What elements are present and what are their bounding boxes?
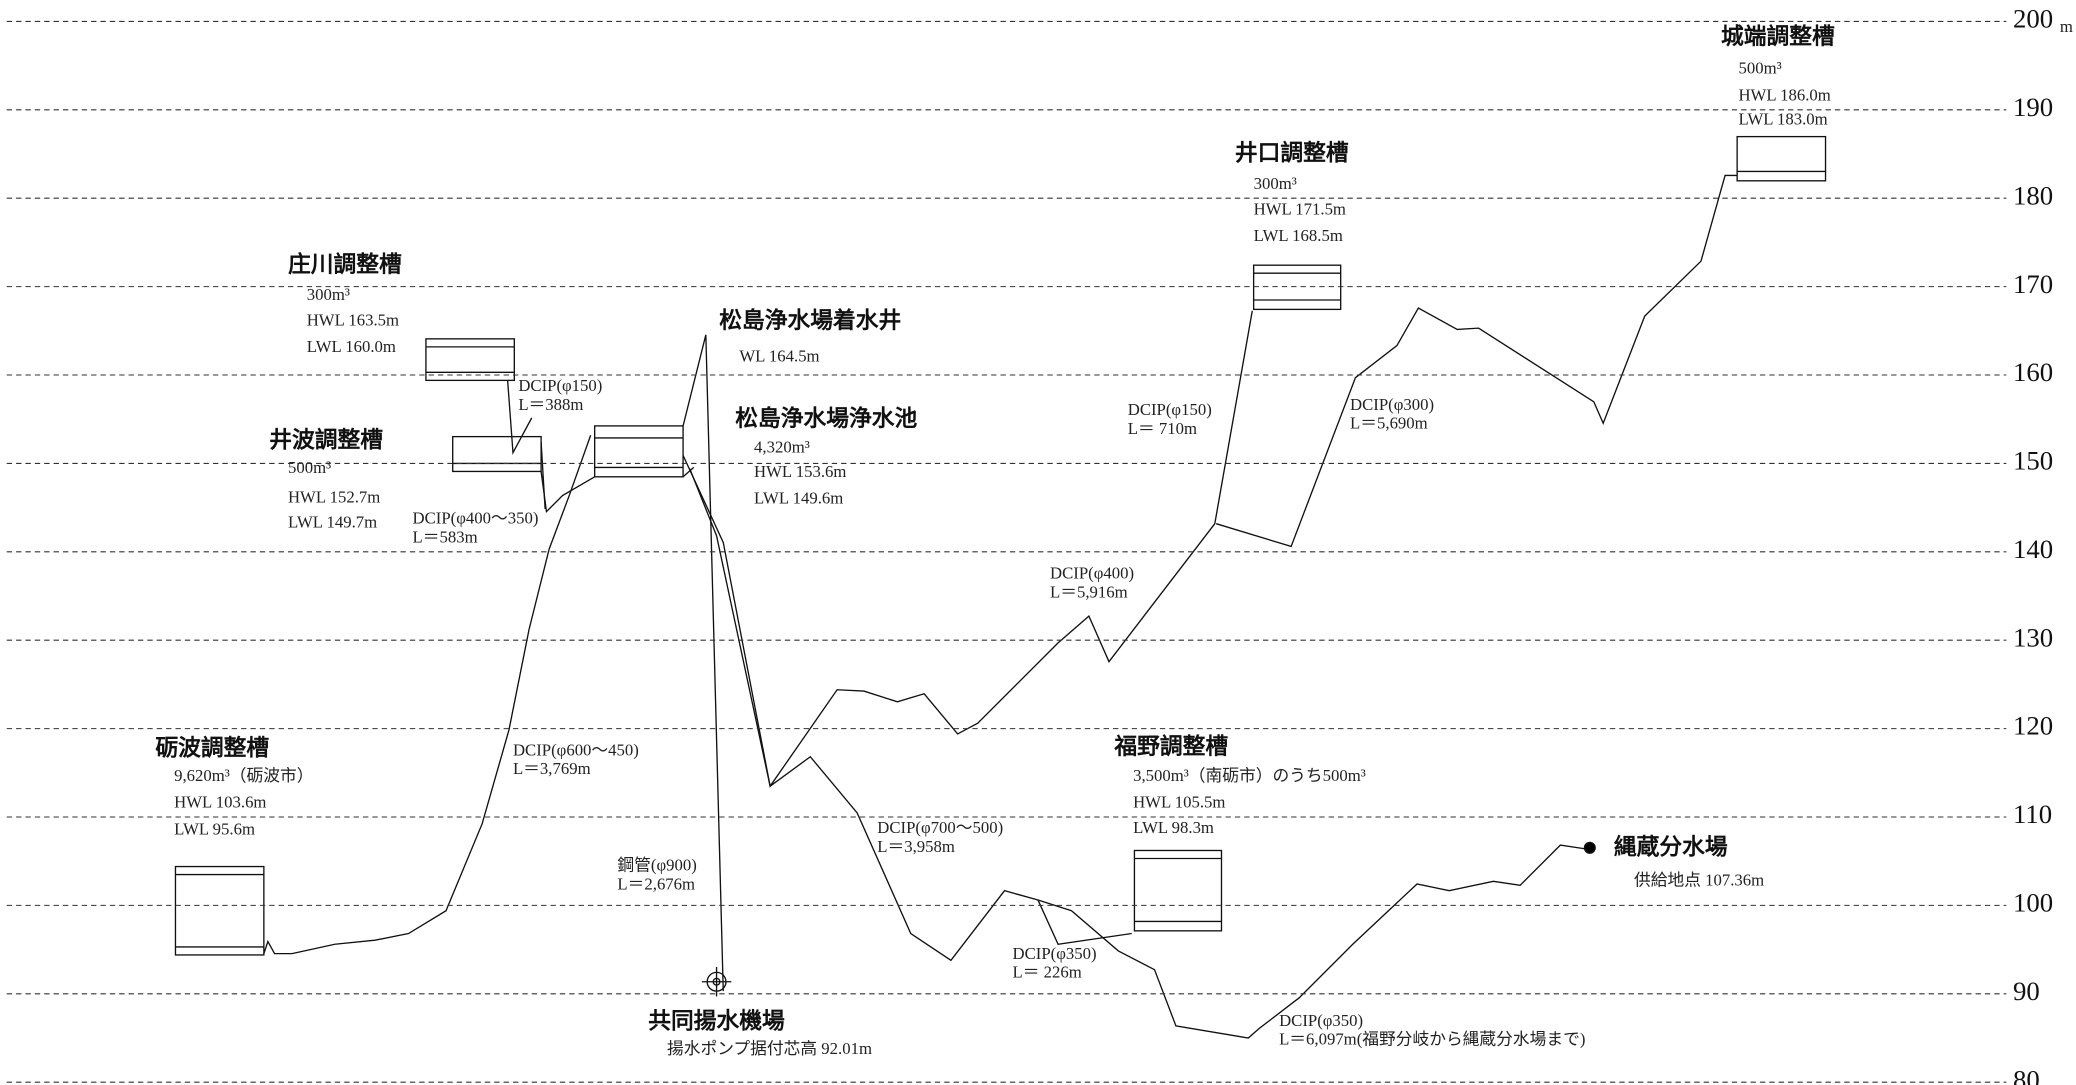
facility-name: 松島浄水場浄水池 bbox=[735, 405, 917, 432]
facility-detail: LWL 160.0m bbox=[307, 337, 396, 356]
facility-detail: LWL 98.3m bbox=[1133, 818, 1214, 837]
pipe-label: 鋼管(φ900) bbox=[617, 856, 696, 875]
pipe-label: DCIP(φ700～500) bbox=[877, 818, 1003, 837]
facility-detail: LWL 149.7m bbox=[288, 513, 377, 532]
pipe-label: DCIP(φ400) bbox=[1050, 564, 1134, 583]
pipe-label: DCIP(φ350) bbox=[1279, 1011, 1363, 1030]
facility-detail: 500m³ bbox=[1738, 59, 1781, 78]
facility-name: 共同揚水機場 bbox=[648, 1008, 785, 1035]
y-tick-label: 190 bbox=[2013, 92, 2053, 122]
facility-detail: 揚水ポンプ据付芯高 92.01m bbox=[667, 1039, 872, 1058]
y-tick-label: 110 bbox=[2013, 799, 2052, 829]
pipe-label: L＝2,676m bbox=[617, 874, 695, 893]
facility-detail: HWL 186.0m bbox=[1738, 85, 1830, 104]
facility-detail: 供給地点 107.36m bbox=[1634, 870, 1764, 889]
facility-detail: 9,620m³（砺波市） bbox=[174, 766, 313, 785]
pipe-label: DCIP(φ400～350) bbox=[413, 509, 539, 528]
pipe-label: DCIP(φ150) bbox=[518, 376, 602, 395]
facility-detail: 3,500m³（南砺市）のうち500m³ bbox=[1133, 766, 1366, 785]
facility-detail: LWL 183.0m bbox=[1738, 110, 1827, 129]
y-tick-label: 170 bbox=[2013, 269, 2053, 299]
y-tick-label: 130 bbox=[2013, 622, 2053, 652]
y-tick-label: 90 bbox=[2013, 976, 2040, 1006]
facility-name: 松島浄水場着水井 bbox=[719, 307, 901, 334]
facility-name: 砺波調整槽 bbox=[155, 734, 269, 761]
facility-detail: HWL 103.6m bbox=[174, 793, 266, 812]
facility-detail: 300m³ bbox=[1254, 174, 1297, 193]
pipe-label: L＝3,769m bbox=[513, 759, 591, 778]
pipe-label: L＝3,958m bbox=[877, 837, 955, 856]
facility-detail: HWL 152.7m bbox=[288, 487, 380, 506]
facility-name: 井波調整槽 bbox=[269, 426, 383, 453]
pipe-label: DCIP(φ300) bbox=[1350, 395, 1434, 414]
y-tick-label: 100 bbox=[2013, 888, 2053, 918]
y-tick-label: 120 bbox=[2013, 711, 2053, 741]
pipe-label: DCIP(φ600～450) bbox=[513, 740, 639, 759]
facility-detail: LWL 168.5m bbox=[1254, 226, 1343, 245]
facility-detail: HWL 105.5m bbox=[1133, 793, 1225, 812]
facility-detail: 300m³ bbox=[307, 285, 350, 304]
pipe-label: L＝583m bbox=[413, 527, 478, 546]
facility-detail: WL 164.5m bbox=[739, 347, 819, 366]
facility-name: 城端調整槽 bbox=[1721, 23, 1835, 50]
y-tick-label: 140 bbox=[2013, 534, 2053, 564]
facility-name: 庄川調整槽 bbox=[288, 251, 402, 278]
pipe-label: L＝ 710m bbox=[1128, 419, 1197, 438]
pipe-label: L＝5,916m bbox=[1050, 582, 1128, 601]
facility-detail: HWL 163.5m bbox=[307, 310, 399, 329]
facility-name: 福野調整槽 bbox=[1113, 733, 1228, 760]
facility-detail: 500m³ bbox=[288, 458, 331, 477]
y-tick-label: 200 bbox=[2013, 4, 2053, 34]
pipe-label: L＝ 226m bbox=[1013, 963, 1082, 982]
facility-detail: HWL 171.5m bbox=[1254, 199, 1346, 218]
pipe-label: L＝388m bbox=[518, 395, 583, 414]
facility-name: 井口調整槽 bbox=[1235, 140, 1349, 167]
pipe-profile bbox=[263, 174, 1738, 1039]
pipe-label: DCIP(φ150) bbox=[1128, 400, 1212, 419]
facility-detail: LWL 149.6m bbox=[754, 489, 843, 508]
facility-detail: HWL 153.6m bbox=[754, 462, 846, 481]
pipe-label: DCIP(φ350) bbox=[1013, 944, 1097, 963]
facility-detail: LWL 95.6m bbox=[174, 819, 255, 838]
axis-unit: m bbox=[2060, 17, 2073, 36]
pipe-label: L＝5,690m bbox=[1350, 414, 1428, 433]
facility-detail: 4,320m³ bbox=[754, 438, 810, 457]
pipe-label: L＝6,097m(福野分岐から縄蔵分水場まで) bbox=[1279, 1030, 1585, 1049]
y-tick-label: 150 bbox=[2013, 446, 2053, 476]
y-tick-label: 160 bbox=[2013, 357, 2053, 387]
facility-name: 縄蔵分水場 bbox=[1614, 834, 1728, 860]
y-tick-label: 180 bbox=[2013, 180, 2053, 210]
y-tick-label: 80 bbox=[2013, 1064, 2040, 1085]
